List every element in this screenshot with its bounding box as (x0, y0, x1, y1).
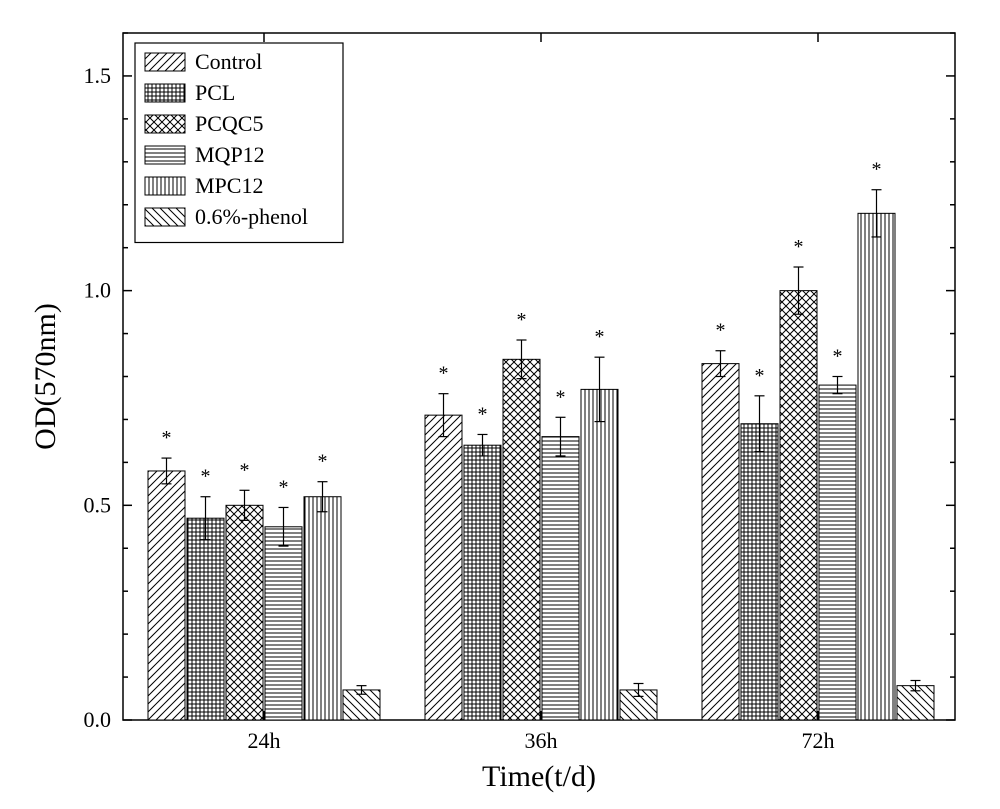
significance-marker: * (439, 363, 449, 385)
significance-marker: * (517, 309, 527, 331)
legend-item: 0.6%-phenol (145, 204, 308, 229)
significance-marker: * (478, 403, 488, 425)
legend-item: MPC12 (145, 173, 263, 198)
legend-label: 0.6%-phenol (195, 204, 308, 229)
bar (187, 518, 224, 720)
significance-marker: * (872, 159, 882, 181)
bar (425, 415, 462, 720)
bar (741, 424, 778, 720)
bar (581, 389, 618, 720)
bar (542, 437, 579, 720)
y-axis-label: OD(570nm) (29, 303, 62, 450)
legend-label: MQP12 (195, 142, 265, 167)
legend-item: PCQC5 (145, 111, 263, 136)
significance-marker: * (556, 386, 566, 408)
bar (858, 213, 895, 720)
legend-label: PCQC5 (195, 111, 263, 136)
x-axis-label: Time(t/d) (482, 760, 596, 793)
y-tick-label: 1.5 (84, 63, 112, 88)
bar (148, 471, 185, 720)
bar (780, 291, 817, 720)
y-tick-label: 0.5 (84, 492, 112, 517)
significance-marker: * (595, 326, 605, 348)
legend-label: PCL (195, 80, 235, 105)
legend-item: Control (145, 49, 262, 74)
significance-marker: * (240, 459, 250, 481)
bar (503, 359, 540, 720)
significance-marker: * (833, 346, 843, 368)
x-tick-label: 72h (802, 728, 835, 753)
significance-marker: * (318, 451, 328, 473)
bar (226, 505, 263, 720)
bar (304, 497, 341, 720)
legend-label: MPC12 (195, 173, 263, 198)
y-tick-label: 0.0 (84, 707, 112, 732)
significance-marker: * (716, 320, 726, 342)
significance-marker: * (201, 466, 211, 488)
x-tick-label: 36h (525, 728, 558, 753)
legend-label: Control (195, 49, 262, 74)
bar (819, 385, 856, 720)
bar (265, 527, 302, 720)
x-tick-label: 24h (248, 728, 281, 753)
bar (464, 445, 501, 720)
legend-item: MQP12 (145, 142, 265, 167)
significance-marker: * (755, 365, 765, 387)
od-bar-chart: 0.0 0.5 1.0 1.5 OD(570nm) 24h 36h 72h Time(t/d) *… (0, 0, 1000, 809)
bar (702, 364, 739, 720)
significance-marker: * (279, 476, 289, 498)
significance-marker: * (162, 427, 172, 449)
significance-marker: * (794, 236, 804, 258)
y-tick-label: 1.0 (84, 278, 112, 303)
